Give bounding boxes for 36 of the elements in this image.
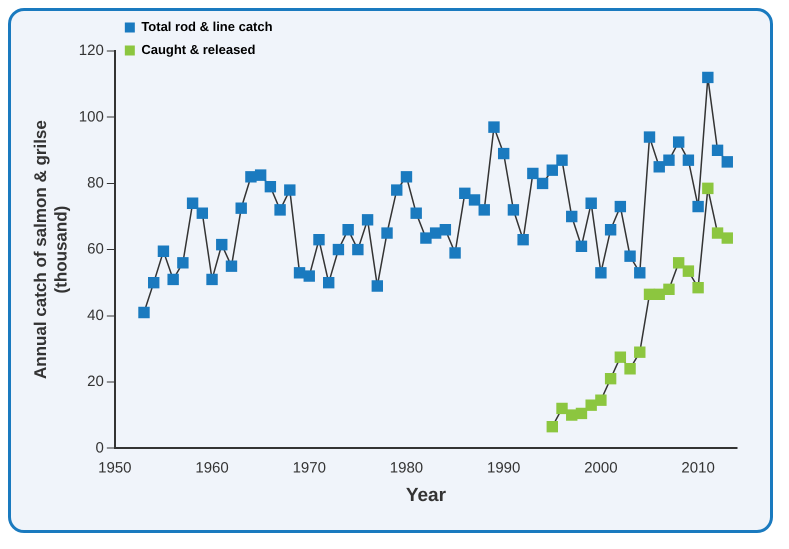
x-axis-title: Year [406,484,447,506]
y-tick-label: 80 [87,174,104,192]
y-tick-label: 0 [95,439,104,456]
rounded-frame: Year Annual catch of salmon & grilse (thousand) Total rod & line catch Caught & released 1950 1960 1970 1980 1990 2000 2010 0 20 40 60 80 100 120 [8,8,773,533]
point [672,257,684,269]
x-tick-label: 2000 [584,459,618,476]
x-tick-label: 1980 [390,459,424,476]
point [663,284,675,296]
point [604,372,616,384]
y-tick-label: 120 [78,42,104,60]
point [682,265,694,277]
y-tick-label: 40 [87,306,104,324]
point [702,182,714,194]
x-tick-label: 1950 [98,459,132,476]
point [585,399,597,411]
point [634,346,646,358]
point [614,351,626,363]
point [595,394,607,406]
y-tick-label: 60 [87,240,104,258]
y-tick-label: 20 [87,373,104,390]
point [566,409,578,421]
x-tick-label: 1970 [292,459,326,476]
point [624,363,636,374]
x-tick-label: 2010 [681,459,715,476]
point [712,227,724,239]
x-tick-label: 1990 [487,459,520,476]
point [654,288,665,300]
point [546,420,558,432]
point [722,232,733,244]
point [692,282,704,294]
point [576,408,588,420]
y-axis-title: Annual catch of salmon & grilse (thousand) [30,120,70,380]
legend-label: Total rod & line catch [141,19,273,34]
x-tick-label: 1960 [195,459,229,476]
y-tick-label: 100 [78,108,104,126]
legend-label: Caught & released [141,42,256,58]
